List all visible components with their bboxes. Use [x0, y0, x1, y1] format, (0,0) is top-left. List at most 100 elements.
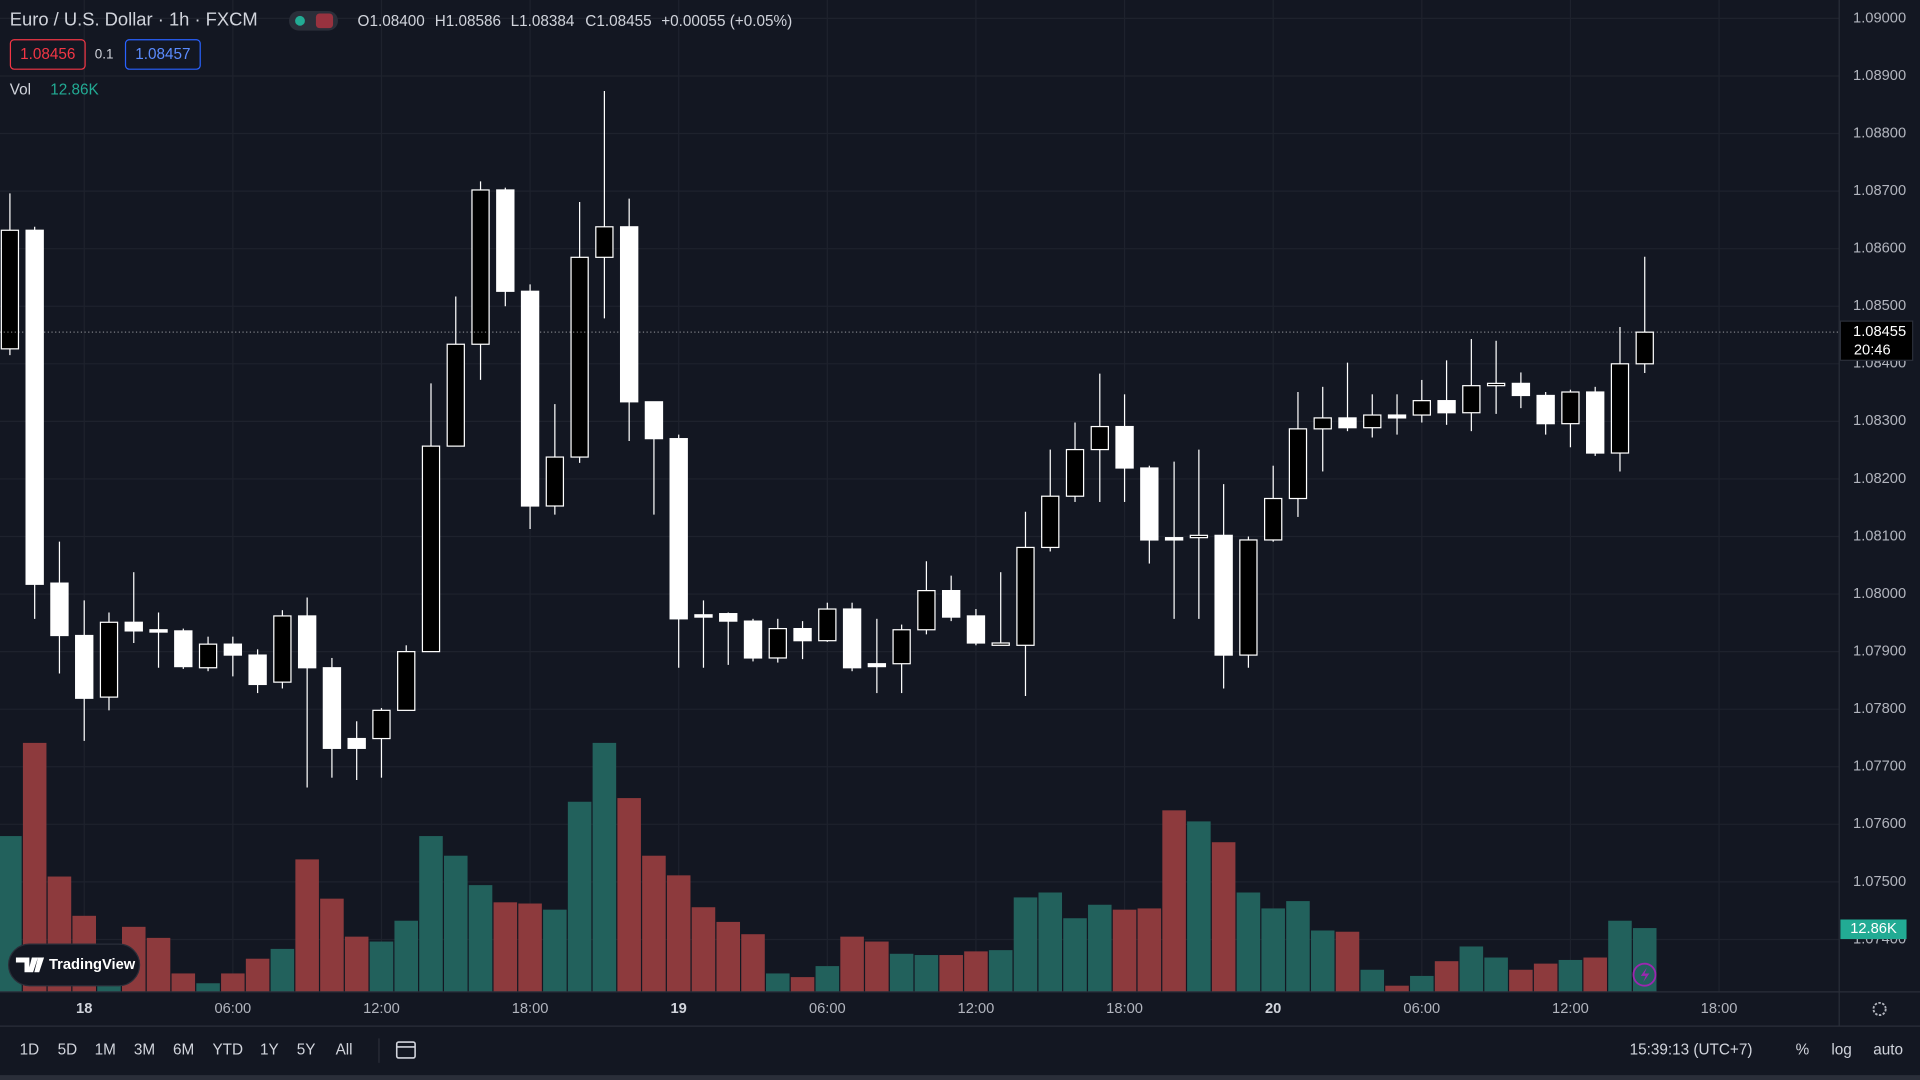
alert-icon[interactable]: [1632, 962, 1657, 987]
settings-icon[interactable]: [1872, 1001, 1887, 1017]
date-range-icon[interactable]: [395, 1041, 416, 1059]
axes: 1.09000 1.08900 1.08800 1.08700 1.08600 1.085…: [76, 10, 1914, 1017]
volume-bar: [988, 950, 1013, 992]
volume-bar: [1385, 985, 1409, 992]
candle-body: [1437, 400, 1456, 414]
volume-bar: [1211, 842, 1236, 992]
candle-body: [1016, 546, 1035, 646]
ohlc-high: H1.08586: [435, 13, 501, 30]
volume-bar: [1088, 904, 1112, 992]
y-tick-label: 1.07500: [1853, 874, 1906, 890]
volume-bar: [691, 907, 716, 992]
candle-body: [223, 643, 243, 656]
y-tick-label: 1.08100: [1853, 528, 1906, 544]
last-price-tag: [1839, 320, 1914, 361]
y-tick-label: 1.08600: [1853, 241, 1906, 257]
y-tick-label: 1.07700: [1853, 759, 1906, 775]
range-button[interactable]: YTD: [212, 1042, 243, 1059]
volume-bar: [1509, 969, 1533, 992]
y-tick-label: 1.08500: [1853, 298, 1906, 314]
range-button[interactable]: 5D: [58, 1042, 78, 1059]
volume-bar: [1187, 821, 1211, 992]
range-button[interactable]: 1D: [20, 1042, 40, 1059]
y-tick-label: 1.08900: [1853, 68, 1906, 84]
y-tick-label: 1.07600: [1853, 816, 1906, 832]
candle-body: [1586, 391, 1605, 454]
volume-bar: [1112, 909, 1137, 992]
scale-option[interactable]: log: [1831, 1042, 1851, 1059]
candle-body: [421, 445, 441, 653]
candle-body: [1412, 400, 1431, 416]
range-button[interactable]: 6M: [173, 1042, 194, 1059]
volume-bar: [1583, 957, 1607, 992]
status-dot: [295, 15, 305, 26]
range-button[interactable]: 3M: [134, 1042, 155, 1059]
volume-bar: [394, 920, 419, 992]
candle-body: [446, 343, 465, 447]
candle-body: [1288, 428, 1308, 500]
volume-bar: [468, 885, 493, 992]
symbol-title[interactable]: Euro / U.S. Dollar · 1h · FXCM: [10, 9, 258, 30]
candle-body: [322, 667, 342, 749]
candle-body: [1041, 495, 1060, 549]
volume-bar: [270, 948, 295, 992]
x-tick-label: 06:00: [809, 1001, 846, 1017]
candle-body: [570, 256, 589, 458]
ask-button[interactable]: [124, 39, 201, 70]
candle-body: [941, 589, 961, 618]
clock[interactable]: 15:39:13 (UTC+7): [1630, 1042, 1753, 1059]
candle-body: [1264, 497, 1283, 541]
volume-bar: [1137, 908, 1162, 992]
candle-body: [1140, 467, 1159, 541]
candle-body: [75, 634, 94, 699]
alert-bolt: [1640, 967, 1650, 983]
volume-bar: [840, 936, 864, 992]
candle-body: [842, 608, 862, 669]
ohlc-close: C1.08455: [585, 13, 651, 30]
x-tick-label: 12:00: [1552, 1001, 1589, 1017]
volume-bar: [1608, 920, 1632, 992]
logo-badge[interactable]: [7, 943, 141, 987]
volume-bar: [493, 902, 518, 992]
volume-bar: [1335, 931, 1360, 992]
volume-bar: [865, 941, 889, 992]
volume-bar: [1261, 908, 1285, 992]
volume-legend-value: 12.86K: [50, 82, 99, 99]
candle-body: [248, 654, 267, 686]
range-button[interactable]: 1Y: [260, 1042, 279, 1059]
volume-bar: [939, 955, 963, 992]
candle-body: [1486, 382, 1506, 387]
volume-bar: [766, 973, 790, 992]
scale-option[interactable]: %: [1796, 1042, 1810, 1059]
range-button[interactable]: All: [336, 1042, 353, 1059]
volume-bar: [617, 798, 641, 992]
volume-bar: [146, 937, 171, 992]
bottom-edge: [0, 1075, 1920, 1080]
x-tick-label: 12:00: [958, 1001, 995, 1017]
x-tick-label: 18:00: [1701, 1001, 1738, 1017]
bid-button[interactable]: [9, 39, 86, 70]
x-tick-label: 12:00: [363, 1001, 400, 1017]
volume-bar: [1533, 963, 1558, 992]
candle-body: [1164, 537, 1184, 541]
range-button[interactable]: 5Y: [297, 1042, 316, 1059]
candle-body: [991, 642, 1010, 646]
bid-price: 1.08456: [20, 46, 75, 63]
last-price-label: 1.08455: [1853, 324, 1906, 340]
logo-text: TradingView: [49, 957, 136, 973]
x-tick-label: 19: [671, 1001, 687, 1017]
scale-option[interactable]: auto: [1873, 1042, 1903, 1059]
candle-body: [1561, 391, 1580, 425]
volume-bar: [1434, 961, 1459, 992]
candle-body: [768, 627, 787, 659]
candle-body: [273, 615, 292, 683]
countdown-label: 20:46: [1854, 342, 1891, 358]
candle-body: [471, 189, 490, 345]
candle-body: [496, 189, 515, 292]
range-button[interactable]: 1M: [95, 1042, 116, 1059]
ohlc-low: L1.08384: [511, 13, 575, 30]
x-tick-label: 20: [1265, 1001, 1281, 1017]
candle-body: [892, 629, 911, 665]
volume-bar: [369, 941, 394, 992]
volume-bar: [1459, 946, 1484, 992]
